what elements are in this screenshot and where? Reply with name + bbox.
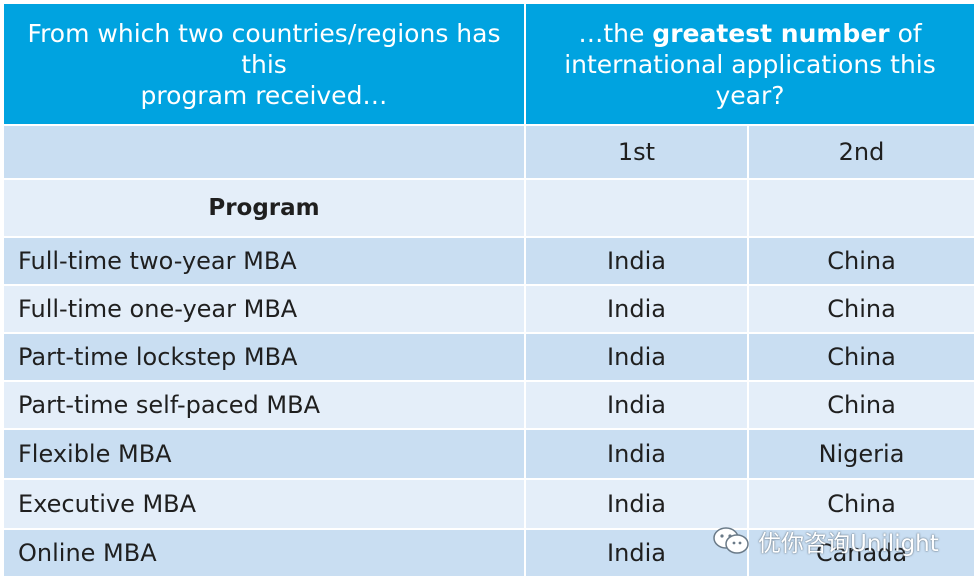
program-label-row: Program bbox=[4, 180, 974, 238]
program-row-blank-1 bbox=[526, 180, 749, 238]
table-row: Full-time one-year MBA India China bbox=[4, 286, 974, 334]
subheader-blank bbox=[4, 126, 526, 180]
watermark: 优你咨询Unilight bbox=[712, 524, 939, 558]
subheader-row: 1st 2nd bbox=[4, 126, 974, 180]
wechat-icon bbox=[713, 527, 749, 554]
header-answer-cell: …the greatest number of international ap… bbox=[526, 4, 974, 126]
header-right-pre: …the bbox=[578, 18, 653, 48]
program-name: Executive MBA bbox=[4, 480, 526, 530]
table-row: Online MBA India Canada bbox=[4, 530, 974, 578]
program-column-label: Program bbox=[4, 180, 526, 238]
first-country: India bbox=[526, 238, 749, 286]
first-country: India bbox=[526, 480, 749, 530]
header-right-post: of bbox=[889, 18, 922, 48]
first-country: India bbox=[526, 530, 749, 578]
header-question-cell: From which two countries/regions has thi… bbox=[4, 4, 526, 126]
first-country: India bbox=[526, 286, 749, 334]
first-country: India bbox=[526, 382, 749, 430]
column-header-1st: 1st bbox=[526, 126, 749, 180]
table-row: Full-time two-year MBA India China bbox=[4, 238, 974, 286]
header-left-line1: From which two countries/regions has thi… bbox=[27, 18, 501, 79]
header-right-bold: greatest number bbox=[652, 18, 890, 48]
second-country: China bbox=[749, 238, 974, 286]
table-row: Part-time lockstep MBA India China bbox=[4, 334, 974, 382]
first-country: India bbox=[526, 334, 749, 382]
table-row: Part-time self-paced MBA India China bbox=[4, 382, 974, 430]
table-row: Executive MBA India China bbox=[4, 480, 974, 530]
program-name: Part-time self-paced MBA bbox=[4, 382, 526, 430]
column-header-2nd: 2nd bbox=[749, 126, 974, 180]
program-name: Part-time lockstep MBA bbox=[4, 334, 526, 382]
header-left-line2: program received… bbox=[140, 80, 388, 110]
program-name: Flexible MBA bbox=[4, 430, 526, 480]
program-name: Full-time one-year MBA bbox=[4, 286, 526, 334]
table-row: Flexible MBA India Nigeria bbox=[4, 430, 974, 480]
second-country: Nigeria bbox=[749, 430, 974, 480]
table-header-row: From which two countries/regions has thi… bbox=[4, 4, 974, 126]
program-row-blank-2 bbox=[749, 180, 974, 238]
second-country: China bbox=[749, 334, 974, 382]
program-name: Full-time two-year MBA bbox=[4, 238, 526, 286]
program-name: Online MBA bbox=[4, 530, 526, 578]
second-country: Canada bbox=[749, 530, 974, 578]
first-country: India bbox=[526, 430, 749, 480]
applications-table: From which two countries/regions has thi… bbox=[4, 4, 974, 578]
second-country: China bbox=[749, 480, 974, 530]
header-right-line2: international applications this year? bbox=[564, 49, 936, 110]
second-country: China bbox=[749, 286, 974, 334]
watermark-text: 优你咨询Unilight bbox=[758, 531, 939, 557]
second-country: China bbox=[749, 382, 974, 430]
